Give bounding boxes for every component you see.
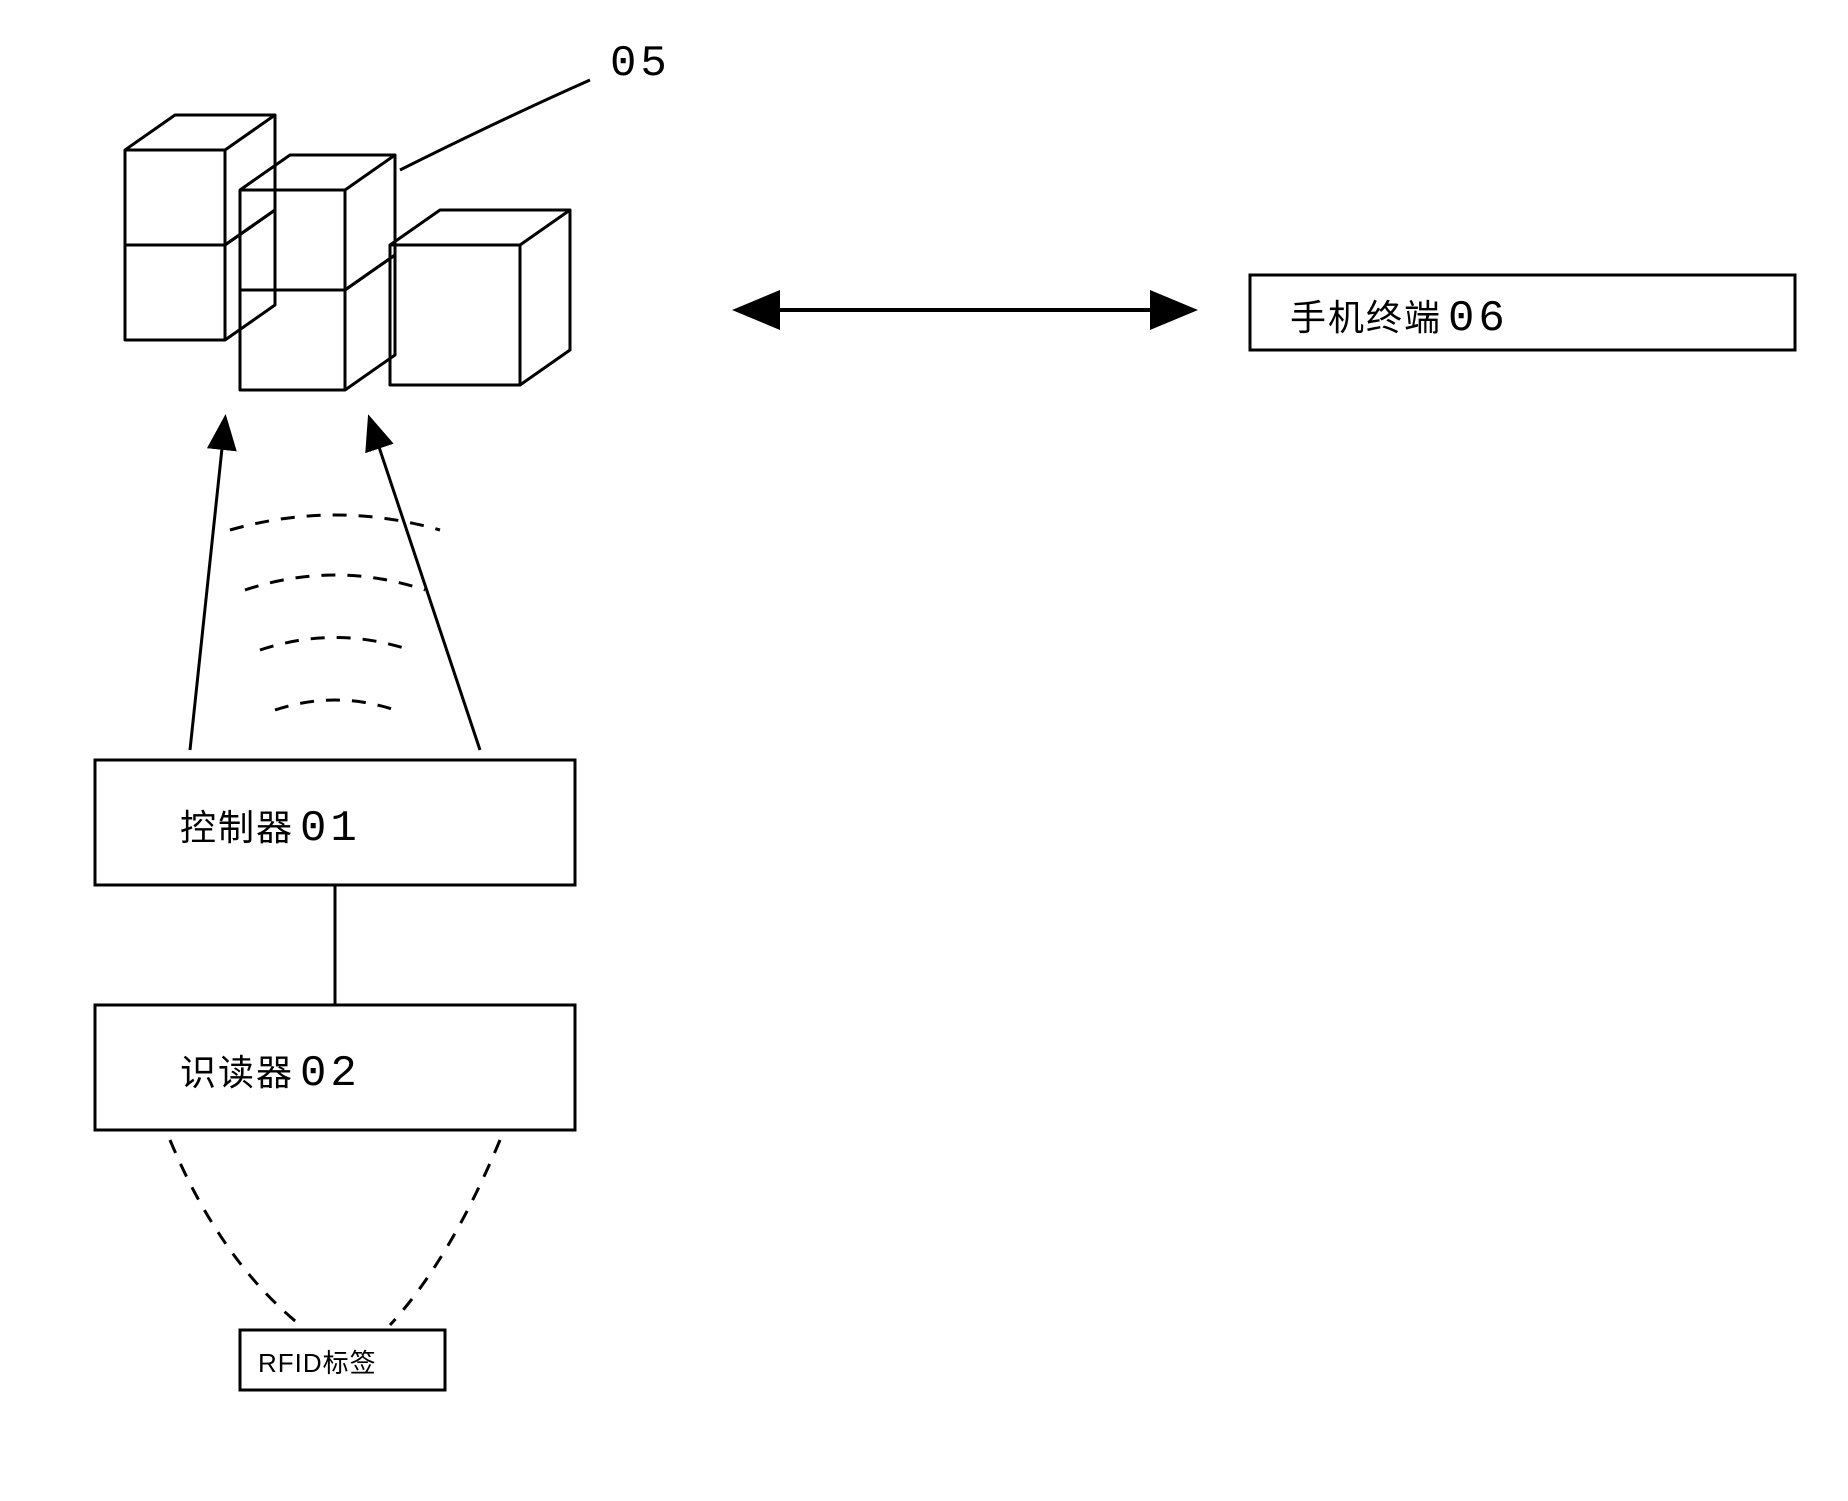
server-ref-label: 05	[610, 39, 671, 89]
server-ref-leader	[400, 80, 590, 170]
system-diagram: 05 手机终端06 控制器01 识读器02	[0, 0, 1848, 1501]
svg-text:识读器02: 识读器02	[180, 1049, 361, 1099]
rfid-tag-box: RFID标签	[240, 1330, 445, 1390]
controller-ref: 01	[300, 804, 361, 854]
svg-text:手机终端06: 手机终端06	[1290, 294, 1509, 344]
controller-text: 控制器	[180, 807, 294, 848]
phone-terminal-text: 手机终端	[1290, 297, 1442, 338]
controller-box: 控制器01	[95, 760, 575, 885]
uplink-arrow-right	[370, 420, 480, 750]
server-cluster	[125, 115, 570, 390]
phone-terminal-box: 手机终端06	[1250, 275, 1795, 350]
reader-tag-links	[170, 1140, 500, 1325]
reader-ref: 02	[300, 1049, 361, 1099]
uplink-arrow-left	[190, 420, 225, 750]
wireless-arcs	[230, 515, 440, 710]
reader-text: 识读器	[180, 1052, 294, 1093]
rfid-tag-label: RFID标签	[258, 1348, 377, 1378]
reader-box: 识读器02	[95, 1005, 575, 1130]
phone-terminal-ref: 06	[1448, 294, 1509, 344]
svg-text:控制器01: 控制器01	[180, 804, 361, 854]
